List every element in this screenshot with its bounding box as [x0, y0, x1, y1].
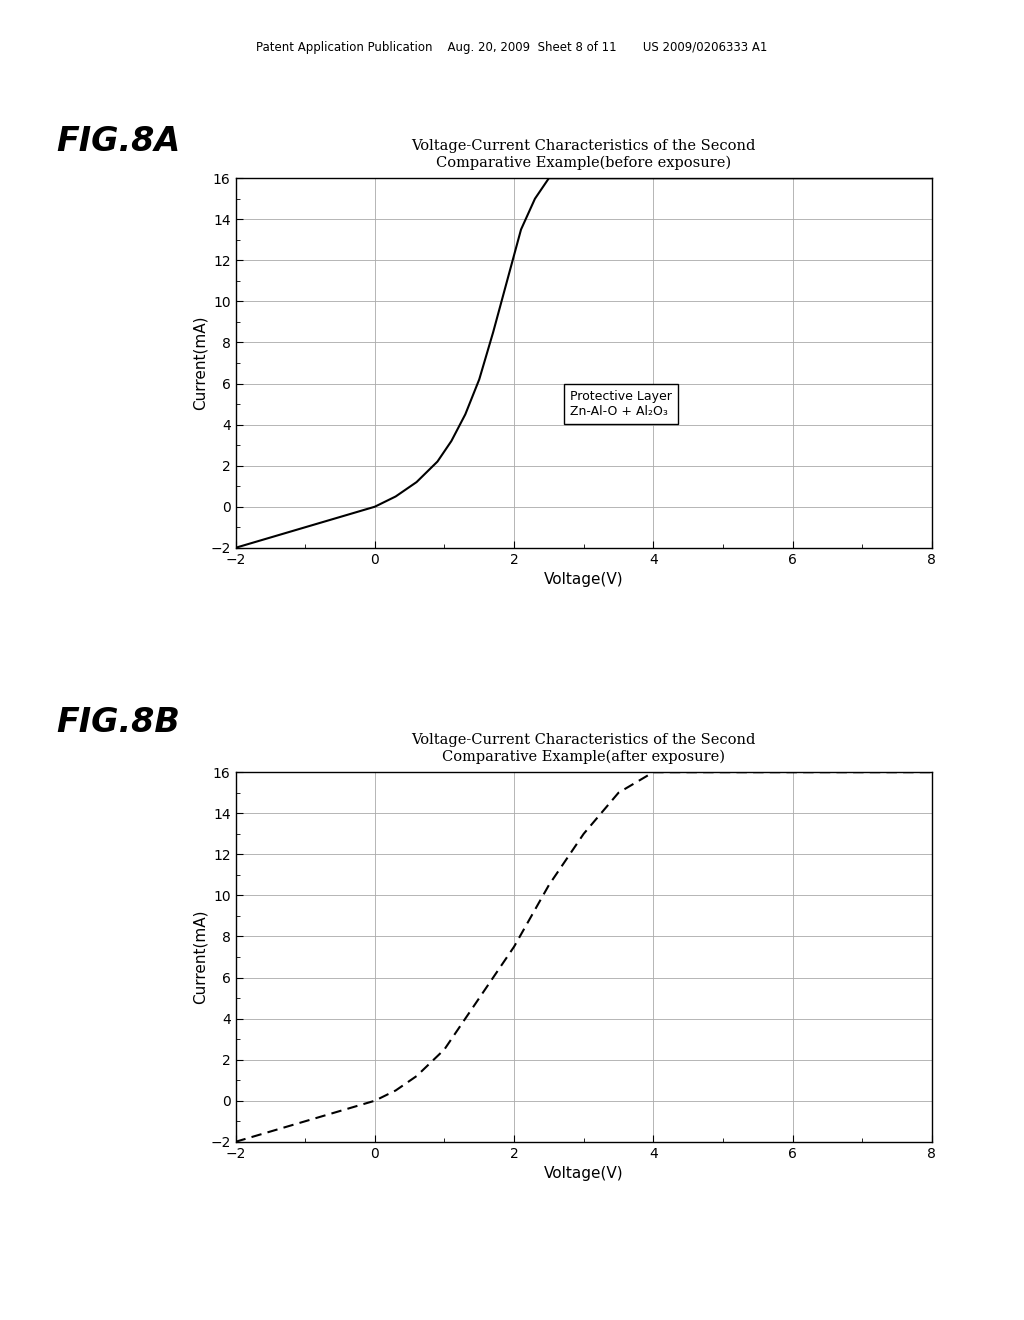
- X-axis label: Voltage(V): Voltage(V): [544, 572, 624, 587]
- Y-axis label: Current(mA): Current(mA): [193, 909, 208, 1005]
- Title: Voltage-Current Characteristics of the Second
Comparative Example(after exposure: Voltage-Current Characteristics of the S…: [412, 734, 756, 764]
- Text: Patent Application Publication    Aug. 20, 2009  Sheet 8 of 11       US 2009/020: Patent Application Publication Aug. 20, …: [256, 41, 768, 54]
- Text: FIG.8A: FIG.8A: [56, 125, 180, 158]
- Y-axis label: Current(mA): Current(mA): [193, 315, 208, 411]
- Text: FIG.8B: FIG.8B: [56, 706, 180, 739]
- Text: Protective Layer
Zn-Al-O + Al₂O₃: Protective Layer Zn-Al-O + Al₂O₃: [569, 391, 672, 418]
- X-axis label: Voltage(V): Voltage(V): [544, 1166, 624, 1181]
- Title: Voltage-Current Characteristics of the Second
Comparative Example(before exposur: Voltage-Current Characteristics of the S…: [412, 140, 756, 170]
